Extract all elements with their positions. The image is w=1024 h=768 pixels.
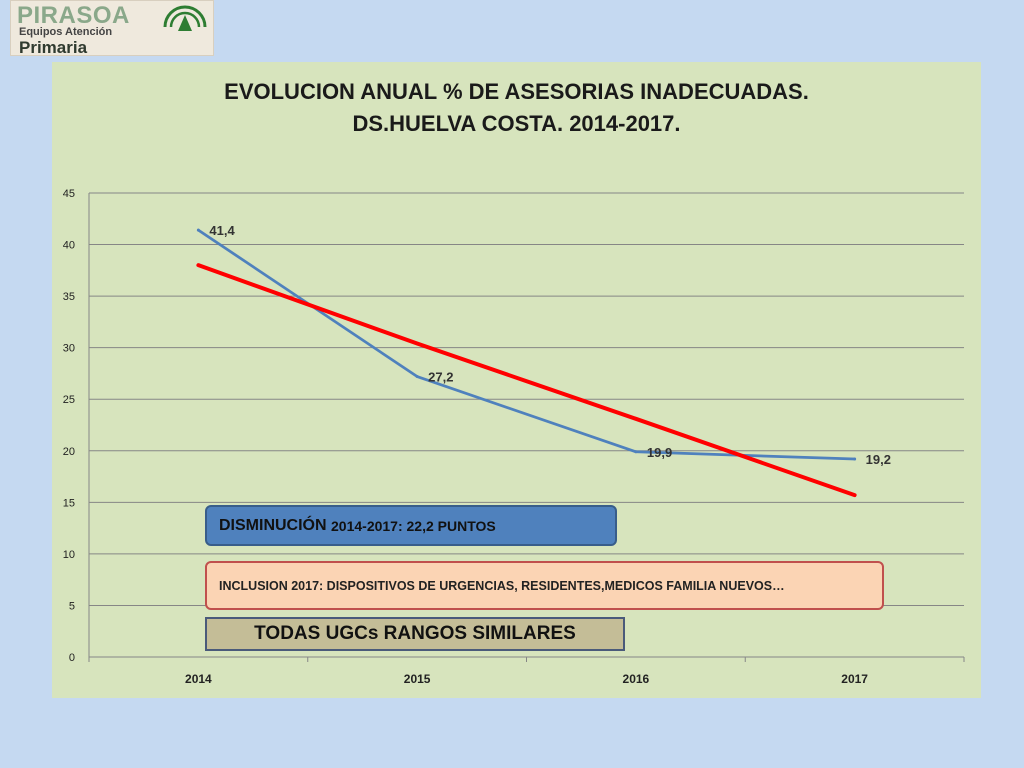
reduction-callout-strong: DISMINUCIÓN (219, 516, 327, 534)
inclusion-callout: INCLUSION 2017: DISPOSITIVOS DE URGENCIA… (205, 561, 884, 610)
series-lines (196, 228, 857, 498)
chart-title: EVOLUCION ANUAL % DE ASESORIAS INADECUAD… (52, 76, 981, 140)
reduction-callout-rest: 2014-2017: 22,2 PUNTOS (331, 517, 496, 534)
junta-andalucia-seal-icon (163, 5, 207, 31)
data-point (853, 457, 857, 461)
y-tick-label: 25 (63, 394, 75, 406)
y-tick-label: 40 (63, 240, 75, 252)
trendline (196, 263, 857, 498)
data-point (415, 375, 419, 379)
y-tick-label: 0 (69, 652, 75, 664)
data-point (196, 228, 200, 232)
data-label: 27,2 (428, 370, 453, 385)
data-label: 19,9 (647, 445, 672, 460)
series-line (197, 228, 856, 461)
y-tick-label: 20 (63, 446, 75, 458)
data-label: 41,4 (209, 223, 235, 238)
y-tick-label: 35 (63, 291, 75, 303)
x-axis-ticks: 2014 2015 2016 2017 (185, 672, 868, 686)
y-tick-label: 10 (63, 549, 75, 561)
x-tick-label: 2016 (623, 672, 650, 686)
similar-ranges-callout-text: TODAS UGCs RANGOS SIMILARES (254, 623, 576, 644)
line-chart: 0 5 10 15 20 25 30 35 40 45 2014 2015 2016 2017 41,4… (63, 188, 965, 686)
y-tick-label: 5 (69, 600, 75, 612)
y-tick-label: 30 (63, 343, 75, 355)
data-label: 19,2 (866, 452, 891, 467)
inclusion-callout-text: INCLUSION 2017: DISPOSITIVOS DE URGENCIA… (219, 578, 785, 593)
logo-subtitle-2: Primaria (19, 38, 88, 56)
logo-subtitle: Equipos Atención (19, 26, 113, 38)
pirasoa-logo: PIRASOA Equipos Atención Primaria (10, 0, 214, 56)
y-tick-label: 45 (63, 188, 75, 200)
similar-ranges-callout: TODAS UGCs RANGOS SIMILARES (205, 617, 625, 651)
chart-title-line2: DS.HUELVA COSTA. 2014-2017. (352, 111, 681, 136)
y-tick-label: 15 (63, 497, 75, 509)
x-tick-label: 2017 (841, 672, 868, 686)
x-tick-label: 2015 (404, 672, 431, 686)
gridlines (88, 192, 965, 662)
logo-title: PIRASOA (17, 2, 130, 29)
y-axis-ticks: 0 5 10 15 20 25 30 35 40 45 (63, 188, 75, 664)
reduction-callout: DISMINUCIÓN 2014-2017: 22,2 PUNTOS (205, 505, 617, 546)
data-labels: 41,4 27,2 19,9 19,2 (209, 223, 891, 467)
x-tick-label: 2014 (185, 672, 212, 686)
chart-title-line1: EVOLUCION ANUAL % DE ASESORIAS INADECUAD… (224, 79, 809, 104)
data-point (634, 450, 638, 454)
